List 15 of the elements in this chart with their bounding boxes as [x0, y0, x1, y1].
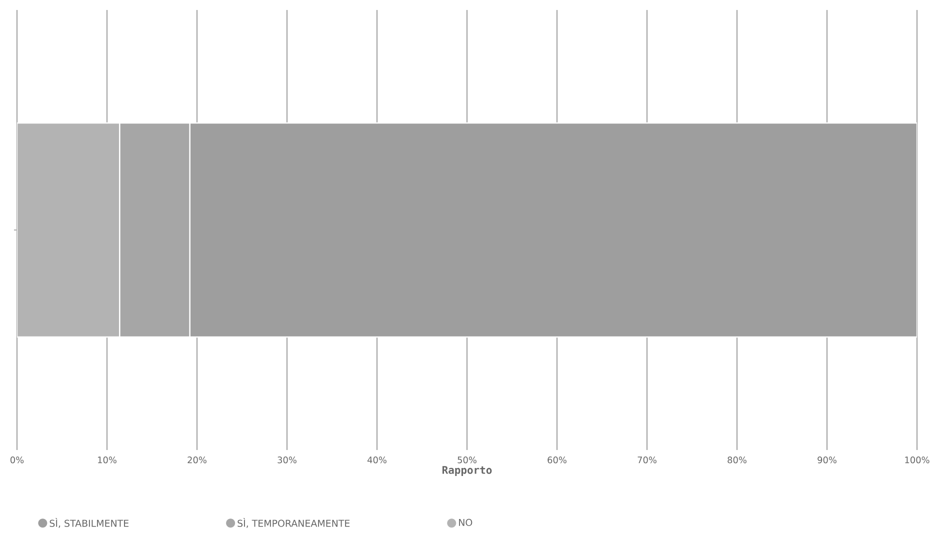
x-tick-label: 0%	[10, 456, 24, 464]
x-tick-label: 60%	[548, 456, 566, 464]
legend-label: SÌ, TEMPORANEAMENTE	[238, 518, 350, 528]
legend-label: NO	[459, 518, 472, 526]
x-tick-label: 40%	[367, 456, 386, 464]
x-tick-label: 70%	[638, 456, 656, 464]
x-axis-title: Rapporto	[442, 466, 492, 476]
x-tick-label: 20%	[188, 456, 206, 464]
legend-label: SÌ, STABILMENTE	[50, 518, 128, 528]
x-tick-label: 90%	[818, 456, 836, 464]
x-tick-label: 50%	[458, 456, 476, 464]
x-tick-label: 100%	[905, 456, 930, 464]
x-tick-label: 30%	[278, 456, 296, 464]
x-tick-label: 80%	[728, 456, 746, 464]
x-tick-label: 10%	[98, 456, 116, 464]
